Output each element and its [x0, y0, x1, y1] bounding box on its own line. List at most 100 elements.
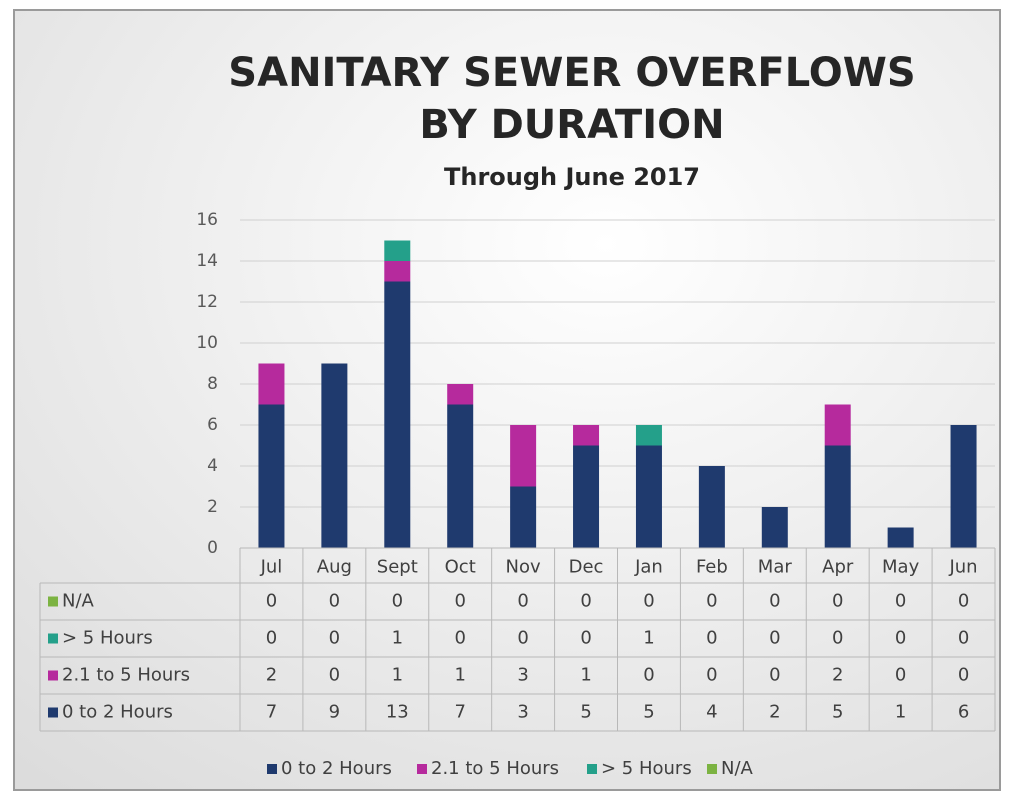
table-cell: 0 [769, 591, 780, 612]
chart-frame [13, 9, 1001, 791]
x-tick-label: Sept [377, 557, 418, 578]
table-cell: 0 [643, 591, 654, 612]
bar [510, 486, 537, 548]
table-cell: 9 [329, 702, 340, 723]
bar [635, 425, 662, 446]
x-tick-label: Apr [822, 557, 854, 578]
table-cell: 0 [769, 628, 780, 649]
x-tick-label: Feb [696, 557, 728, 578]
table-cell: 0 [958, 628, 969, 649]
y-tick-label: 2 [207, 497, 218, 517]
table-row-label: 2.1 to 5 Hours [62, 665, 190, 686]
bar [761, 507, 788, 548]
table-cell: 7 [454, 702, 465, 723]
table-cell: 6 [958, 702, 969, 723]
table-key [48, 670, 58, 681]
table-row-label: > 5 Hours [62, 628, 153, 649]
bar [573, 445, 600, 548]
table-row-label: N/A [62, 591, 95, 612]
bar [258, 363, 285, 405]
table-cell: 0 [706, 628, 717, 649]
table-key [48, 633, 58, 644]
y-tick-label: 6 [207, 415, 218, 435]
legend-label: N/A [721, 758, 754, 779]
legend-label: 2.1 to 5 Hours [431, 758, 559, 779]
table-cell: 0 [895, 665, 906, 686]
table-cell: 5 [832, 702, 843, 723]
table-cell: 5 [643, 702, 654, 723]
table-cell: 0 [392, 591, 403, 612]
table-cell: 3 [517, 665, 528, 686]
legend-swatch [707, 764, 717, 774]
table-cell: 2 [266, 665, 277, 686]
table-cell: 1 [580, 665, 591, 686]
x-tick-label: May [882, 557, 920, 578]
table-cell: 0 [769, 665, 780, 686]
table-cell: 0 [643, 665, 654, 686]
table-cell: 0 [832, 628, 843, 649]
y-tick-label: 10 [196, 333, 218, 353]
bar [384, 240, 411, 261]
table-key [48, 707, 58, 718]
table-cell: 0 [329, 628, 340, 649]
x-tick-label: Jan [634, 557, 663, 578]
legend-label: > 5 Hours [601, 758, 692, 779]
table-cell: 1 [454, 665, 465, 686]
x-tick-label: Jun [948, 557, 977, 578]
table-cell: 1 [643, 628, 654, 649]
bar [887, 527, 914, 548]
table-cell: 0 [580, 628, 591, 649]
table-cell: 0 [329, 591, 340, 612]
y-tick-label: 0 [207, 538, 218, 558]
bar [447, 384, 474, 405]
bar [510, 425, 537, 487]
y-tick-label: 8 [207, 374, 218, 394]
x-tick-label: Mar [758, 557, 793, 578]
chart-subtitle: Through June 2017 [444, 163, 700, 191]
table-cell: 0 [517, 591, 528, 612]
legend-swatch [587, 764, 597, 774]
table-cell: 0 [895, 591, 906, 612]
table-cell: 1 [392, 628, 403, 649]
table-cell: 0 [706, 591, 717, 612]
table-cell: 7 [266, 702, 277, 723]
y-tick-label: 16 [196, 210, 218, 230]
table-cell: 0 [454, 591, 465, 612]
bar [635, 445, 662, 548]
bar [824, 445, 851, 548]
x-tick-label: Dec [569, 557, 604, 578]
table-cell: 0 [517, 628, 528, 649]
bar [950, 425, 977, 548]
table-cell: 4 [706, 702, 717, 723]
table-cell: 0 [706, 665, 717, 686]
x-tick-label: Nov [506, 557, 541, 578]
y-tick-label: 12 [196, 292, 218, 312]
table-cell: 13 [386, 702, 409, 723]
table-cell: 0 [266, 628, 277, 649]
bar [698, 466, 725, 548]
x-tick-label: Aug [317, 557, 352, 578]
bar [384, 281, 411, 548]
chart-title: BY DURATION [419, 102, 724, 148]
legend-swatch [417, 764, 427, 774]
table-cell: 0 [329, 665, 340, 686]
table-cell: 0 [266, 591, 277, 612]
bar [258, 404, 285, 548]
table-cell: 1 [895, 702, 906, 723]
table-cell: 1 [392, 665, 403, 686]
table-cell: 0 [895, 628, 906, 649]
bar [824, 404, 851, 446]
x-tick-label: Jul [260, 557, 283, 578]
table-row-label: 0 to 2 Hours [62, 702, 173, 723]
table-cell: 0 [958, 591, 969, 612]
bar [447, 404, 474, 548]
table-cell: 0 [958, 665, 969, 686]
table-cell: 5 [580, 702, 591, 723]
table-cell: 0 [580, 591, 591, 612]
x-tick-label: Oct [445, 557, 476, 578]
table-cell: 2 [832, 665, 843, 686]
table-cell: 3 [517, 702, 528, 723]
y-tick-label: 4 [207, 456, 218, 476]
table-cell: 0 [832, 591, 843, 612]
